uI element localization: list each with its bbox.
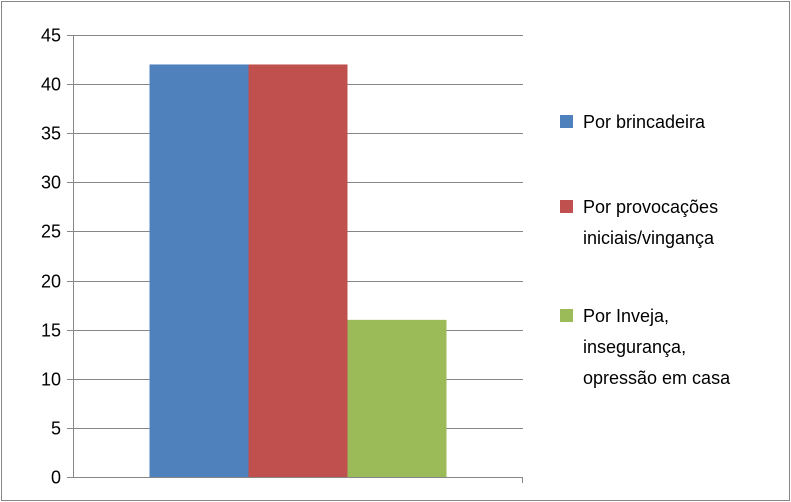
y-tick-label: 35 <box>41 124 61 144</box>
y-tick-label: 10 <box>41 370 61 390</box>
y-tick-label: 30 <box>41 173 61 193</box>
legend: Por brincadeira Por provocações iniciais/v… <box>560 112 731 388</box>
bar <box>248 64 348 477</box>
legend-label: insegurança, <box>583 337 686 357</box>
legend-label: Por Inveja, <box>583 306 669 326</box>
y-tick-label: 5 <box>51 419 61 439</box>
y-tick-label: 15 <box>41 321 61 341</box>
legend-entry: Por provocações iniciais/vingança <box>560 197 718 248</box>
legend-swatch <box>560 115 573 128</box>
bar <box>149 64 249 477</box>
legend-label: iniciais/vingança <box>583 228 715 248</box>
bars <box>149 64 447 477</box>
bar <box>347 319 447 477</box>
y-tick-labels: 0 5 10 15 20 25 30 35 40 45 <box>41 26 61 488</box>
legend-label: Por provocações <box>583 197 718 217</box>
y-tick-label: 45 <box>41 26 61 46</box>
legend-label: Por brincadeira <box>583 112 706 132</box>
legend-entry: Por Inveja, insegurança, opressão em casa <box>560 306 731 388</box>
axes <box>67 35 523 483</box>
legend-swatch <box>560 309 573 322</box>
legend-swatch <box>560 200 573 213</box>
y-tick-label: 25 <box>41 222 61 242</box>
legend-entry: Por brincadeira <box>560 112 706 132</box>
y-tick-label: 0 <box>51 468 61 488</box>
y-tick-label: 40 <box>41 75 61 95</box>
legend-label: opressão em casa <box>583 368 731 388</box>
y-tick-label: 20 <box>41 272 61 292</box>
